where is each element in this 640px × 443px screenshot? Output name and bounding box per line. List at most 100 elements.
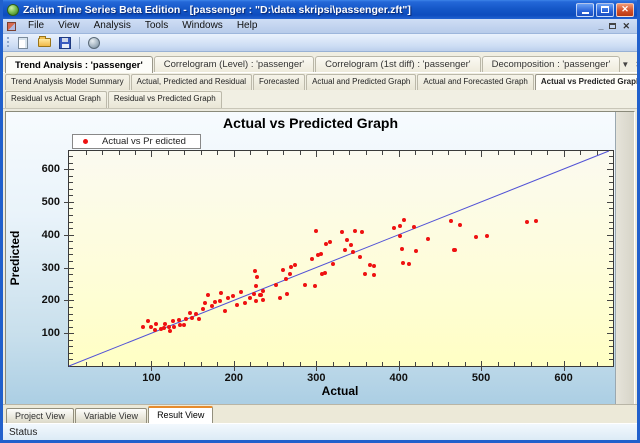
y-axis-tick-right <box>609 313 613 315</box>
doc-tab-decomposition-passenger[interactable]: Decomposition : 'passenger' <box>481 56 621 72</box>
subtab-residual-vs-actual-graph[interactable]: Residual vs Actual Graph <box>5 91 107 108</box>
mdi-close-icon[interactable]: ✕ <box>622 20 630 31</box>
doc-tab-correlogram-level-passenger[interactable]: Correlogram (Level) : 'passenger' <box>153 56 315 72</box>
data-point <box>231 293 235 298</box>
subtab-forecasted[interactable]: Forecasted <box>253 74 306 90</box>
data-point <box>188 310 193 315</box>
close-button[interactable]: ✕ <box>616 2 634 17</box>
data-point <box>278 295 282 300</box>
data-point <box>217 298 222 303</box>
bottom-tab-result-view[interactable]: Result View <box>148 406 214 423</box>
x-axis-tick <box>85 362 87 366</box>
data-point <box>281 267 286 272</box>
toolbar-separator <box>79 36 80 49</box>
status-text: Status <box>9 426 38 438</box>
y-tick-label-500: 500 <box>41 195 60 208</box>
x-axis-tick <box>332 362 334 366</box>
doc-tab-correlogram-1st-diff-passenger[interactable]: Correlogram (1st diff) : 'passenger' <box>315 56 481 72</box>
y-axis-tick-right <box>609 195 613 197</box>
x-tick-label-200: 200 <box>224 372 244 384</box>
subtab-actual-vs-predicted-graph[interactable]: Actual vs Predicted Graph <box>534 74 637 90</box>
menu-item-windows[interactable]: Windows <box>182 20 223 31</box>
x-axis-tick <box>530 362 532 366</box>
y-axis-tick <box>69 228 73 230</box>
x-axis-tick <box>167 362 169 366</box>
legend-marker-icon <box>83 139 88 144</box>
subtab-actual-predicted-and-residual[interactable]: Actual, Predicted and Residual <box>130 74 253 90</box>
data-point <box>167 329 172 334</box>
x-axis-tick <box>266 362 268 366</box>
data-point <box>222 308 227 313</box>
y-axis-tick-right <box>609 221 613 223</box>
open-file-button[interactable] <box>35 35 53 50</box>
data-point <box>358 255 362 260</box>
x-axis-tick-top <box>283 151 285 155</box>
menu-item-view[interactable]: View <box>58 20 80 31</box>
data-point <box>425 237 430 241</box>
y-axis-tick <box>69 188 73 190</box>
menu-item-analysis[interactable]: Analysis <box>93 20 131 31</box>
menu-item-help[interactable]: Help <box>236 20 258 31</box>
data-point <box>391 225 396 230</box>
x-axis-tick-top <box>596 151 598 155</box>
y-axis-tick-right <box>609 320 613 321</box>
save-button[interactable] <box>56 35 74 50</box>
menu-item-tools[interactable]: Tools <box>144 20 169 31</box>
chart-area: Actual vs Predicted Graph Actual vs Pr e… <box>6 112 616 404</box>
x-axis-tick-top <box>184 151 186 155</box>
data-point <box>319 252 324 257</box>
y-tick-label-400: 400 <box>41 228 60 241</box>
data-point <box>353 228 357 233</box>
x-axis-tick <box>316 361 318 371</box>
doc-tab-trend-analysis-passenger[interactable]: Trend Analysis : 'passenger' <box>5 56 153 73</box>
data-point <box>239 289 244 294</box>
restore-button[interactable] <box>596 2 614 17</box>
data-point <box>320 272 324 277</box>
data-point <box>288 265 293 270</box>
data-point <box>258 292 263 297</box>
web-button[interactable] <box>85 35 103 50</box>
bottom-tab-project-view[interactable]: Project View <box>6 408 74 423</box>
result-view-content: Actual vs Predicted Graph Actual vs Pr e… <box>3 109 637 404</box>
x-axis-tick-top <box>134 151 136 155</box>
y-axis-tick-right <box>607 267 613 269</box>
y-tick-label-100: 100 <box>41 327 60 340</box>
x-axis-tick <box>184 362 186 366</box>
close-icon: ✕ <box>621 4 629 14</box>
document-tab-strip: Trend Analysis : 'passenger' Correlogram … <box>3 52 637 73</box>
mdi-minimize-icon[interactable]: _ <box>598 20 604 31</box>
data-point <box>176 318 181 322</box>
minimize-button[interactable] <box>576 2 594 17</box>
menu-item-file[interactable]: File <box>28 20 45 31</box>
y-axis-tick <box>69 293 73 295</box>
y-axis-tick <box>69 208 73 210</box>
data-point <box>314 228 319 233</box>
y-axis-tick-right <box>609 346 613 348</box>
subtab-residual-vs-predicted-graph[interactable]: Residual vs Predicted Graph <box>107 91 222 108</box>
x-axis-tick-top <box>448 151 450 155</box>
y-axis-tick-right <box>609 162 613 164</box>
data-point <box>146 319 151 323</box>
x-axis-tick-top <box>530 151 532 155</box>
toolbar-grip[interactable] <box>7 37 9 48</box>
data-point <box>310 257 315 262</box>
subtab-actual-and-predicted-graph[interactable]: Actual and Predicted Graph <box>306 74 417 90</box>
subtab-actual-and-forecasted-graph[interactable]: Actual and Forecasted Graph <box>417 74 534 90</box>
data-point <box>330 262 335 267</box>
mdi-window-buttons: _ ✕ <box>598 20 633 31</box>
data-point <box>203 300 207 305</box>
subtab-trend-analysis-model-summary[interactable]: Trend Analysis Model Summary <box>5 74 130 90</box>
restore-icon <box>601 6 609 13</box>
y-axis-tick <box>69 339 73 341</box>
bottom-tab-variable-view[interactable]: Variable View <box>74 408 148 423</box>
mdi-restore-icon[interactable] <box>609 23 617 29</box>
y-axis-tick <box>64 169 74 171</box>
data-point <box>170 319 175 323</box>
tab-close-icon[interactable]: ✕ <box>635 61 637 69</box>
x-axis-tick-top <box>85 151 87 155</box>
new-file-button[interactable] <box>14 35 32 50</box>
tab-list-dropdown-icon[interactable]: ▼ <box>621 60 630 69</box>
data-point <box>260 297 265 302</box>
data-point <box>148 324 153 329</box>
x-axis-tick <box>102 362 103 366</box>
